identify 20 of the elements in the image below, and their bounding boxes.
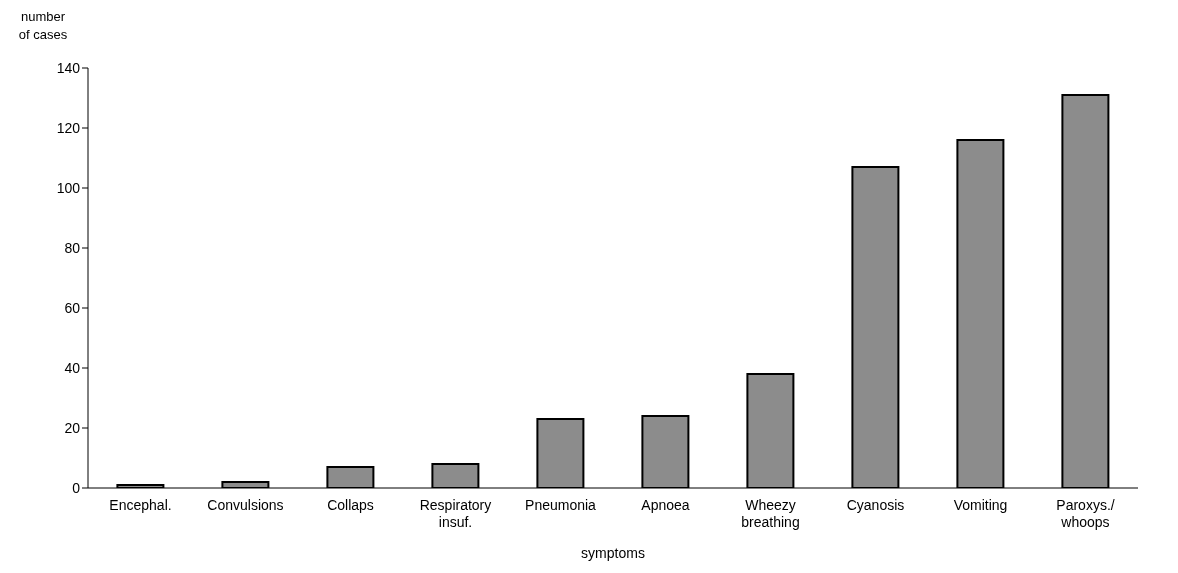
- y-tick-label: 60: [64, 299, 81, 316]
- x-tick-label: Cyanosis: [846, 497, 905, 513]
- x-axis-title: symptoms: [581, 545, 645, 561]
- y-tick-label: 140: [56, 59, 81, 76]
- y-axis-title: number of cases: [17, 8, 69, 44]
- x-tick-label: Collaps: [327, 497, 374, 513]
- x-tick-label: Respiratory insuf.: [419, 497, 492, 530]
- y-tick-label: 40: [64, 359, 81, 376]
- x-tick-label: Pneumonia: [525, 497, 597, 513]
- y-tick-label: 120: [56, 119, 81, 136]
- y-tick-label: 100: [56, 179, 81, 196]
- x-tick-label: Convulsions: [207, 497, 284, 513]
- y-tick-label: 0: [72, 479, 81, 496]
- y-tick-label: 20: [64, 419, 81, 436]
- x-tick-label: Apnoea: [641, 497, 690, 513]
- x-tick-label: Wheezy breathing: [741, 497, 800, 530]
- y-tick-label: 80: [64, 239, 81, 256]
- x-tick-label: Encephal.: [109, 497, 172, 513]
- x-tick-label: Vomiting: [953, 497, 1008, 513]
- x-tick-label: Paroxys./ whoops: [1056, 497, 1115, 530]
